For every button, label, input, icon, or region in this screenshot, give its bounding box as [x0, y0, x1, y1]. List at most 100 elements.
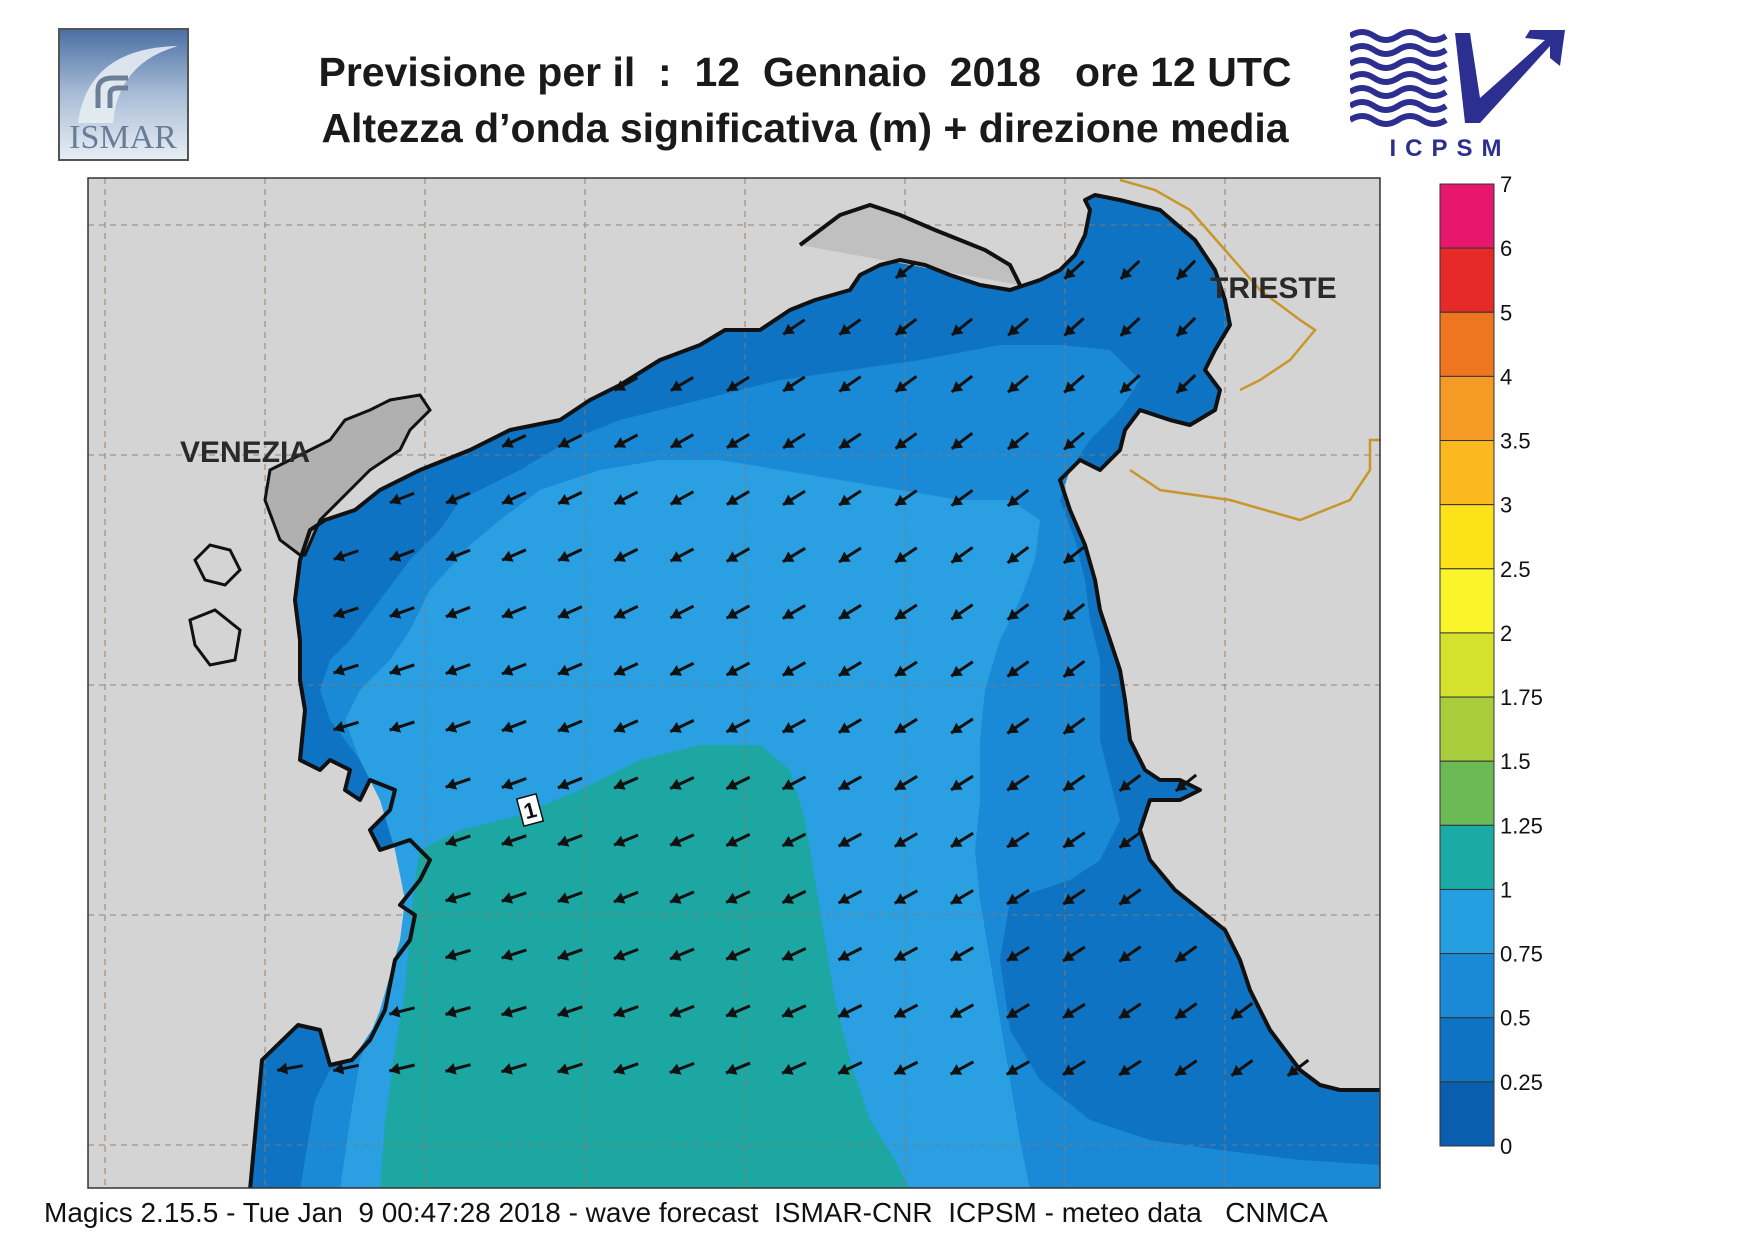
wave-arrow	[949, 1003, 975, 1019]
wave-arrow	[782, 375, 806, 393]
wave-arrow	[725, 604, 751, 620]
wave-arrow	[669, 1061, 695, 1075]
wave-arrow	[838, 432, 862, 450]
wave-arrow	[613, 719, 639, 733]
wave-arrow	[782, 604, 806, 620]
wave-arrow	[1175, 259, 1197, 281]
wave-arrow	[950, 774, 974, 792]
wave-arrow	[950, 489, 974, 507]
colorbar-swatch	[1439, 760, 1495, 826]
wave-arrow	[1174, 945, 1198, 963]
colorbar-tick-label: 0.75	[1500, 942, 1543, 967]
wave-arrow	[726, 433, 750, 449]
wave-arrow	[501, 1062, 527, 1075]
wave-arrow	[1063, 374, 1085, 394]
wave-arrow	[613, 890, 639, 904]
colorbar-tick-label: 7	[1500, 172, 1512, 197]
wave-arrow	[1118, 888, 1142, 906]
wave-arrow	[1230, 1002, 1254, 1020]
wave-arrow	[1118, 831, 1142, 849]
wave-arrow	[893, 1003, 919, 1019]
wave-arrow	[838, 318, 862, 336]
wave-arrow	[1174, 1059, 1198, 1077]
wave-arrow	[1006, 660, 1030, 678]
wave-arrow	[501, 1005, 527, 1018]
wave-arrow	[669, 547, 695, 563]
colorbar-swatch	[1439, 953, 1495, 1019]
colorbar-swatch	[1439, 247, 1495, 313]
wave-arrow	[893, 832, 919, 848]
wave-arrow	[1174, 1002, 1198, 1020]
wave-arrow	[894, 717, 918, 735]
colorbar-tick-label: 3.5	[1500, 429, 1531, 454]
wave-arrow	[1006, 1003, 1030, 1019]
wave-arrow	[1006, 888, 1030, 906]
wave-arrow	[781, 832, 807, 848]
colorbar-tick-label: 1.25	[1500, 813, 1543, 838]
wave-arrow	[669, 719, 695, 733]
icpsm-logo-text: ICPSM	[1389, 135, 1510, 162]
wave-arrow	[333, 606, 359, 619]
wave-arrow	[781, 775, 807, 791]
wave-arrow	[1118, 1002, 1142, 1020]
colorbar-swatch	[1439, 440, 1495, 506]
wave-arrow	[838, 375, 862, 393]
forecast-date-title: Previsione per il : 12 Gennaio 2018 ore …	[318, 49, 1292, 95]
wave-arrow	[894, 660, 918, 678]
wave-arrow	[838, 661, 862, 677]
wave-arrow	[613, 1005, 639, 1018]
wave-arrow	[782, 318, 806, 336]
wave-arrow	[725, 718, 751, 734]
colorbar-swatch	[1439, 183, 1495, 249]
wave-arrow	[950, 374, 974, 394]
map-area: 1 VENEZIA TRIESTE	[88, 178, 1380, 1188]
wave-arrow	[838, 489, 862, 507]
wave-arrow	[1006, 774, 1030, 792]
wave-arrow	[613, 776, 639, 790]
wave-arrow	[1119, 259, 1141, 281]
wave-arrow	[613, 605, 639, 619]
city-label-trieste: TRIESTE	[1210, 272, 1337, 305]
city-label-venezia: VENEZIA	[180, 436, 310, 469]
wave-arrow	[950, 431, 974, 451]
icpsm-logo: ICPSM	[1350, 29, 1565, 162]
coastline	[248, 193, 1380, 1188]
wave-arrow	[1063, 431, 1085, 451]
wave-arrow	[1119, 374, 1141, 394]
colorbar-swatch	[1439, 632, 1495, 698]
wave-arrow	[613, 490, 639, 506]
wave-arrow	[1005, 1060, 1031, 1076]
colorbar-tick-label: 1.5	[1500, 749, 1531, 774]
wave-arrow	[1062, 831, 1086, 849]
wave-arrow	[837, 775, 863, 791]
wave-arrow	[276, 1062, 304, 1075]
wave-arrow	[613, 433, 639, 449]
wave-arrow	[389, 720, 415, 733]
colorbar-tick-label: 6	[1500, 236, 1512, 261]
wave-arrow	[950, 660, 974, 678]
wave-arrow	[1063, 260, 1085, 280]
wave-arrow	[332, 1062, 360, 1075]
colorbar-swatch	[1439, 824, 1495, 890]
wave-arrow	[501, 777, 527, 790]
wave-arrow	[501, 548, 527, 562]
wave-arrow	[1062, 545, 1086, 565]
wave-arrow	[949, 1060, 975, 1076]
wave-arrow	[557, 719, 583, 733]
wave-arrow	[613, 1062, 639, 1075]
wave-arrow	[669, 490, 695, 506]
colorbar-tick-label: 0.5	[1500, 1006, 1531, 1031]
wave-arrow	[669, 890, 695, 904]
colorbar-tick-label: 4	[1500, 364, 1512, 389]
wave-arrow	[781, 718, 807, 734]
contour-label-1: 1	[515, 792, 545, 828]
wave-arrow	[557, 548, 583, 562]
wave-arrow	[950, 831, 974, 849]
colorbar: 7 6 5 4 3.5 3 2.5 2 1.75 1.5 1.25 1 0.75 0.5 0.25 0	[1439, 172, 1543, 1159]
wave-arrow	[669, 604, 695, 620]
wave-arrow	[557, 776, 583, 790]
wave-arrow	[781, 1061, 807, 1075]
wave-arrow	[1006, 831, 1030, 849]
wave-arrow	[950, 717, 974, 735]
wave-arrow	[725, 890, 751, 904]
